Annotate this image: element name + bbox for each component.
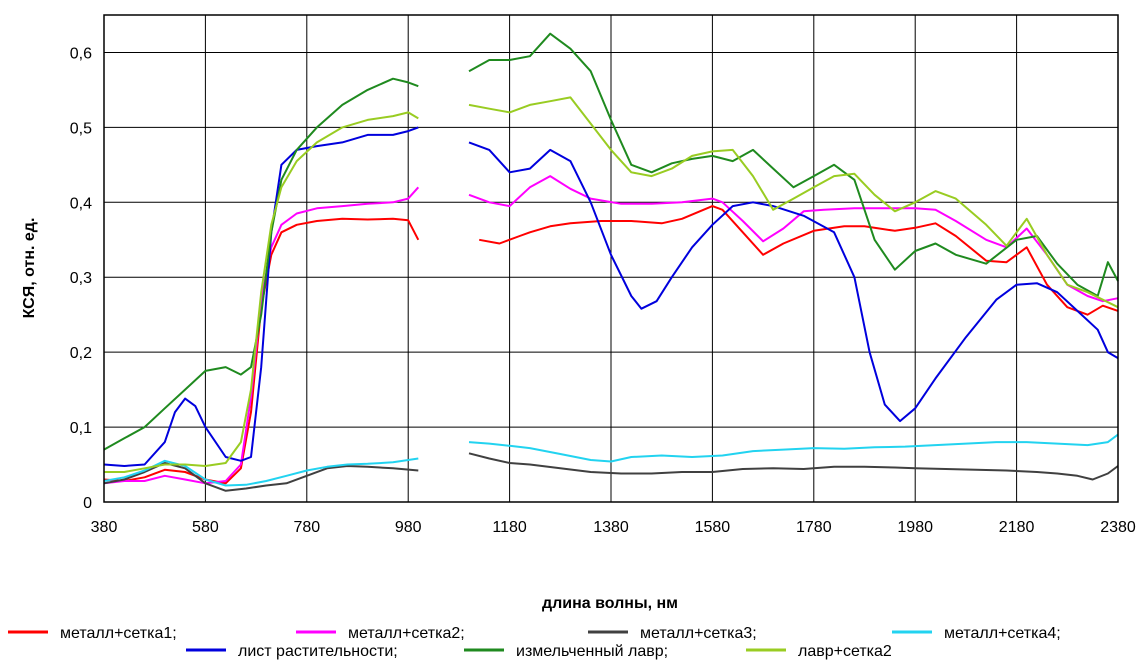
- legend-label: измельченный лавр;: [516, 643, 668, 660]
- series-layer: [103, 32, 1119, 492]
- y-tick-label: 0,3: [70, 270, 92, 287]
- y-tick-label: 0,1: [70, 420, 92, 437]
- legend-label: металл+сетка2;: [348, 625, 465, 642]
- y-axis-title: КСЯ, отн. ед.: [21, 218, 38, 319]
- series-line: [103, 452, 1119, 492]
- y-tick-label: 0,4: [70, 195, 92, 212]
- series-line: [104, 96, 1119, 473]
- legend-label: металл+сетка1;: [60, 625, 177, 642]
- legend-label: лист растительности;: [238, 643, 398, 660]
- x-tick-label: 1780: [796, 519, 832, 536]
- y-tick-label: 0: [83, 495, 92, 512]
- x-tick-label: 980: [395, 519, 422, 536]
- x-tick-label: 2180: [999, 519, 1035, 536]
- x-axis-title: длина волны, нм: [542, 595, 678, 612]
- series-line: [103, 32, 1119, 451]
- x-tick-label: 780: [293, 519, 320, 536]
- plot-area-frame: [103, 14, 1119, 503]
- legend-label: металл+сетка4;: [944, 625, 1061, 642]
- y-tick-label: 0,5: [70, 120, 92, 137]
- y-tick-label: 0,2: [70, 345, 92, 362]
- x-tick-label: 580: [192, 519, 219, 536]
- y-tick-label: 0,6: [70, 45, 92, 62]
- legend: металл+сетка1; металл+сетка2; металл+сетка…: [8, 625, 1061, 660]
- x-tick-label: 1980: [897, 519, 933, 536]
- x-tick-label: 1180: [492, 519, 527, 536]
- x-tick-label: 1580: [695, 519, 731, 536]
- x-tick-label: 380: [91, 519, 118, 536]
- tick-label-layer: 380 580 780 980 1180 1380 1580 1780 1980 2180 2380…: [70, 45, 1136, 536]
- legend-label: лавр+сетка2: [798, 643, 892, 660]
- legend-label: металл+сетка3;: [640, 625, 757, 642]
- x-tick-label: 1380: [593, 519, 629, 536]
- x-tick-label: 2380: [1100, 519, 1136, 536]
- series-line: [103, 126, 1119, 467]
